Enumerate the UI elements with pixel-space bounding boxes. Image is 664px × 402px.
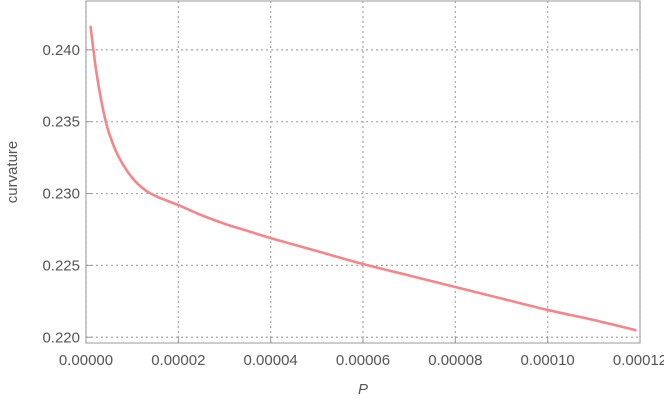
x-tick-label: 0.00000 [59, 352, 113, 369]
grid [85, 1, 641, 343]
x-tick-label: 0.00004 [244, 352, 298, 369]
y-axis-title: curvature [4, 141, 21, 204]
series [89, 25, 637, 332]
x-tick-label: 0.00012 [613, 352, 664, 369]
x-tick-label: 0.00008 [428, 352, 482, 369]
x-tick-label: 0.00006 [336, 352, 390, 369]
y-tick-label: 0.235 [42, 114, 80, 131]
y-tick-label: 0.220 [42, 329, 80, 346]
x-axis-title: P [358, 381, 368, 398]
y-tick-label: 0.230 [42, 186, 80, 203]
curvature-series-line [89, 25, 637, 332]
y-tick-label: 0.240 [42, 42, 80, 59]
x-tick-label: 0.00002 [151, 352, 205, 369]
y-tick-label: 0.225 [42, 257, 80, 274]
x-tick-label: 0.00010 [521, 352, 575, 369]
axis-ticks: 0.00000 0.00002 0.00004 0.00006 0.00008 0.000… [42, 42, 664, 369]
